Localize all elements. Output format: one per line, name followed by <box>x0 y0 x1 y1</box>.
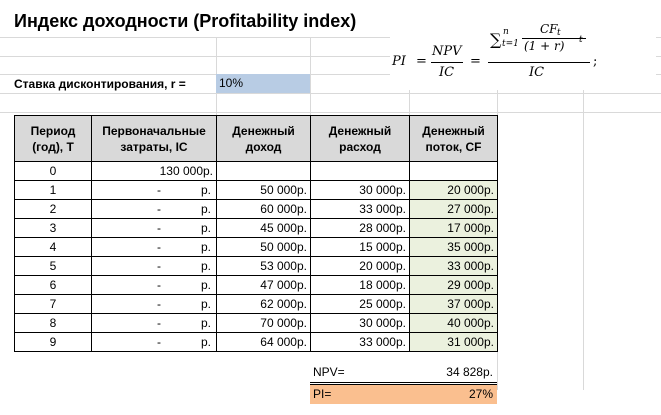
header-cash-expense: Денежный расход <box>310 115 410 162</box>
table-header-row: Период (год), T Первоначальные затраты, … <box>14 115 498 162</box>
cell-cash-flow[interactable]: 40 000р. <box>409 313 498 333</box>
header-initial-costs: Первоначальные затраты, IC <box>91 115 217 162</box>
cell-initial-cost[interactable]: - р. <box>91 294 217 314</box>
cell-income[interactable]: 60 000р. <box>216 199 311 219</box>
sheet-title: Индекс доходности (Profitability index) <box>14 11 357 31</box>
table-row: 7 - р. 62 000р. 25 000р. 37 000р. <box>14 294 498 314</box>
cell-income[interactable]: 45 000р. <box>216 218 311 238</box>
cell-period[interactable]: 2 <box>14 199 92 219</box>
cell-period[interactable]: 7 <box>14 294 92 314</box>
cell-income[interactable]: 53 000р. <box>216 256 311 276</box>
cell-expense[interactable]: 20 000р. <box>310 256 410 276</box>
discount-rate-label: Ставка дисконтирования, r = <box>14 77 186 91</box>
cell-expense[interactable]: 28 000р. <box>310 218 410 238</box>
cell-period[interactable]: 6 <box>14 275 92 295</box>
table-row: 2 - р. 60 000р. 33 000р. 27 000р. <box>14 199 498 219</box>
cell-period[interactable]: 9 <box>14 332 92 352</box>
pi-label: PI= <box>313 387 332 401</box>
cell-cash-flow[interactable]: 37 000р. <box>409 294 498 314</box>
cell-initial-cost[interactable]: - р. <box>91 275 217 295</box>
cell-period[interactable]: 3 <box>14 218 92 238</box>
cell-income[interactable]: 70 000р. <box>216 313 311 333</box>
cell-initial-cost[interactable]: - р. <box>91 332 217 352</box>
cell-cash-flow[interactable]: 35 000р. <box>409 237 498 257</box>
discount-rate-input[interactable]: 10% <box>216 74 310 93</box>
cell-cash-flow[interactable]: 33 000р. <box>409 256 498 276</box>
table-row: 4 - р. 50 000р. 15 000р. 35 000р. <box>14 237 498 257</box>
cell-income[interactable] <box>216 161 311 181</box>
cell-income[interactable]: 64 000р. <box>216 332 311 352</box>
cell-expense[interactable]: 15 000р. <box>310 237 410 257</box>
table-row: 8 - р. 70 000р. 30 000р. 40 000р. <box>14 313 498 333</box>
cell-period[interactable]: 8 <box>14 313 92 333</box>
cell-income[interactable]: 47 000р. <box>216 275 311 295</box>
cell-period[interactable]: 5 <box>14 256 92 276</box>
cell-expense[interactable]: 18 000р. <box>310 275 410 295</box>
cell-income[interactable]: 50 000р. <box>216 180 311 200</box>
pi-result-row[interactable]: PI= 27% <box>310 385 497 404</box>
cell-expense[interactable]: 30 000р. <box>310 313 410 333</box>
cell-cash-flow[interactable]: 17 000р. <box>409 218 498 238</box>
header-period: Период (год), T <box>14 115 92 162</box>
cell-expense[interactable]: 33 000р. <box>310 199 410 219</box>
pi-formula: PI = NPV IC = ∑ n t=1 CF t (1 + r) t IC … <box>390 22 656 90</box>
cell-expense[interactable] <box>310 161 410 181</box>
npv-label: NPV= <box>313 365 345 379</box>
cell-initial-cost[interactable]: - р. <box>91 237 217 257</box>
cell-income[interactable]: 50 000р. <box>216 237 311 257</box>
cash-flow-table: Период (год), T Первоначальные затраты, … <box>14 115 498 352</box>
pi-value: 27% <box>468 387 493 401</box>
cell-cash-flow[interactable]: 27 000р. <box>409 199 498 219</box>
table-row: 9 - р. 64 000р. 33 000р. 31 000р. <box>14 332 498 352</box>
cell-initial-cost[interactable]: - р. <box>91 313 217 333</box>
table-row: 1 - р. 50 000р. 30 000р. 20 000р. <box>14 180 498 200</box>
cell-expense[interactable]: 33 000р. <box>310 332 410 352</box>
cell-initial-cost[interactable]: - р. <box>91 256 217 276</box>
cell-period[interactable]: 1 <box>14 180 92 200</box>
cell-income[interactable]: 62 000р. <box>216 294 311 314</box>
header-cash-flow: Денежный поток, CF <box>409 115 498 162</box>
table-row: 6 - р. 47 000р. 18 000р. 29 000р. <box>14 275 498 295</box>
cell-expense[interactable]: 25 000р. <box>310 294 410 314</box>
npv-value: 34 828р. <box>446 365 493 379</box>
table-row: 5 - р. 53 000р. 20 000р. 33 000р. <box>14 256 498 276</box>
cell-expense[interactable]: 30 000р. <box>310 180 410 200</box>
cell-initial-cost[interactable]: - р. <box>91 199 217 219</box>
npv-result-row[interactable]: NPV= 34 828р. <box>310 363 497 385</box>
cell-period[interactable]: 0 <box>14 161 92 181</box>
table-row: 0 130 000р. <box>14 161 498 181</box>
cell-cash-flow[interactable] <box>409 161 498 181</box>
cell-period[interactable]: 4 <box>14 237 92 257</box>
cell-cash-flow[interactable]: 20 000р. <box>409 180 498 200</box>
header-cash-income: Денежный доход <box>216 115 311 162</box>
cell-cash-flow[interactable]: 31 000р. <box>409 332 498 352</box>
cell-initial-cost[interactable]: - р. <box>91 218 217 238</box>
cell-initial-cost[interactable]: 130 000р. <box>91 161 217 181</box>
cell-initial-cost[interactable]: - р. <box>91 180 217 200</box>
table-row: 3 - р. 45 000р. 28 000р. 17 000р. <box>14 218 498 238</box>
cell-cash-flow[interactable]: 29 000р. <box>409 275 498 295</box>
